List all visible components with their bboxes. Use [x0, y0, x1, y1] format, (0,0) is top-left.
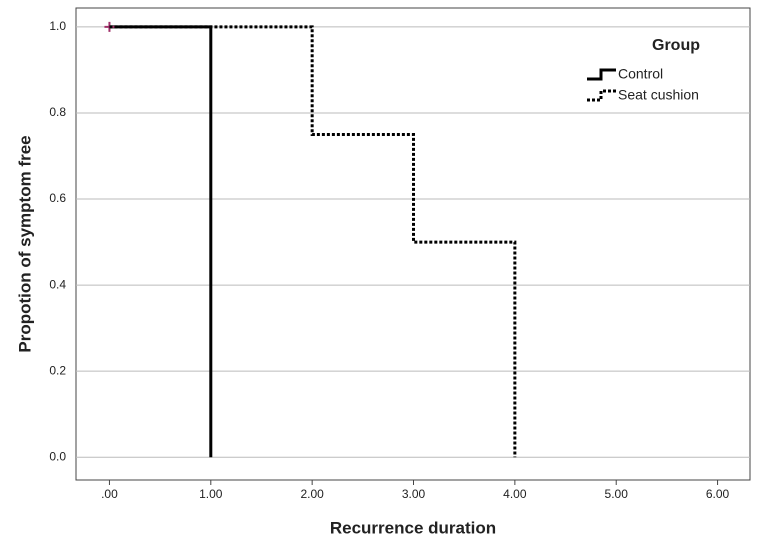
y-tick-label: 0.0	[49, 449, 66, 463]
x-tick-label: 4.00	[503, 487, 527, 501]
legend-swatch	[587, 89, 616, 102]
legend-label: Seat cushion	[618, 87, 699, 103]
legend-title: Group	[652, 37, 700, 54]
y-tick-label: 0.4	[49, 277, 66, 291]
x-tick-label: .00	[101, 487, 118, 501]
y-tick-label: 0.8	[49, 105, 66, 119]
y-tick-label: 0.2	[49, 363, 66, 377]
y-tick-label: 0.6	[49, 191, 66, 205]
legend-swatch	[587, 68, 616, 81]
x-tick-label: 1.00	[199, 487, 223, 501]
y-axis-title: Propotion of symptom free	[15, 135, 34, 352]
survival-line	[109, 25, 517, 458]
x-axis-title: Recurrence duration	[330, 518, 496, 537]
y-tick-label: 1.0	[49, 19, 66, 33]
plot-area	[75, 7, 751, 481]
x-tick-label: 5.00	[605, 487, 629, 501]
x-tick-label: 3.00	[402, 487, 426, 501]
x-tick-label: 6.00	[706, 487, 730, 501]
x-tick-label: 2.00	[300, 487, 324, 501]
legend-label: Control	[618, 66, 663, 82]
